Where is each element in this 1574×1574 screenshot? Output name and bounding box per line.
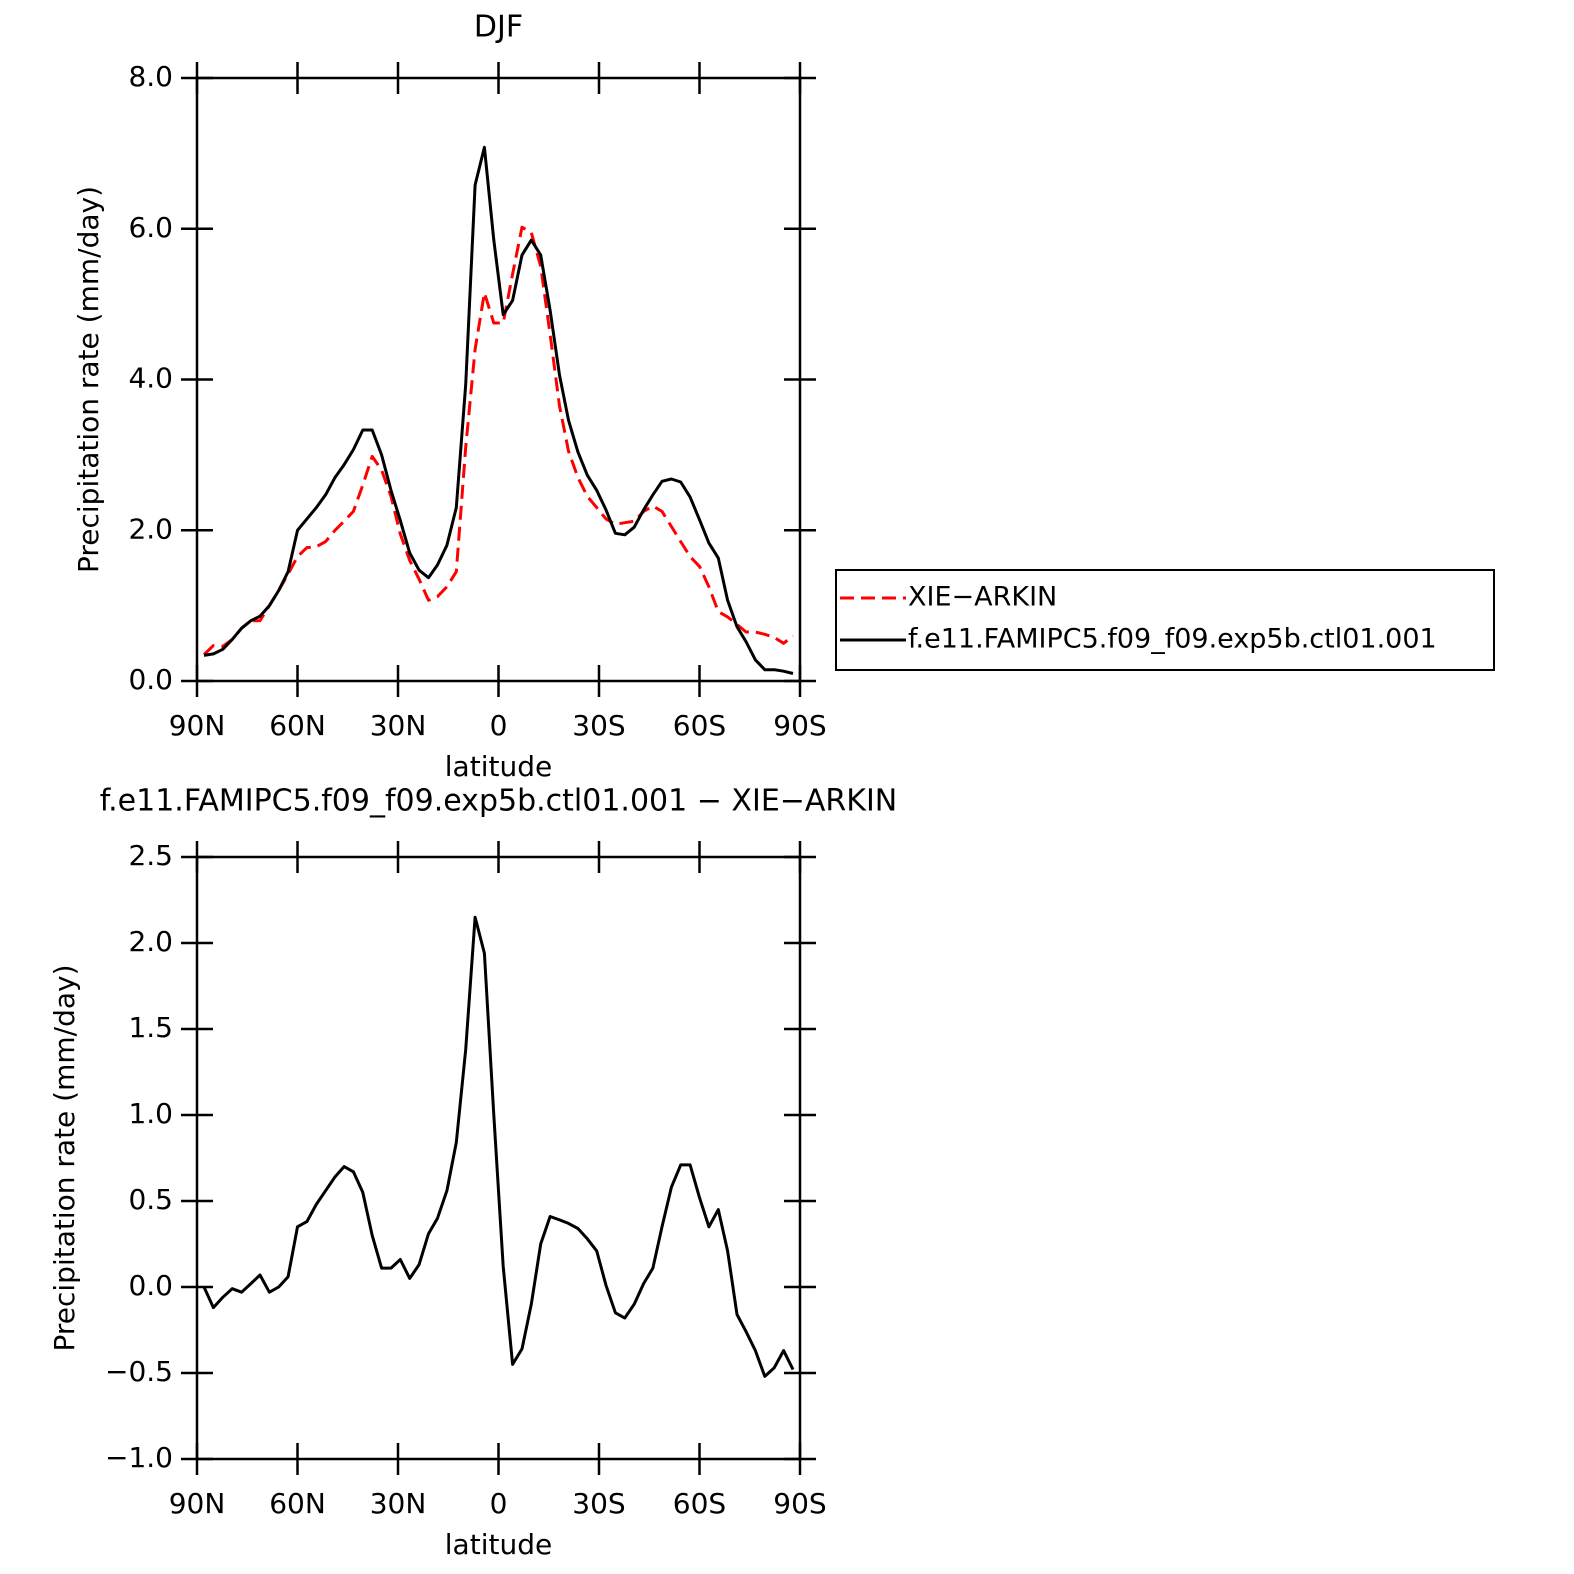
plot-frame — [195, 855, 802, 1461]
y-tick-label: 1.5 — [128, 1011, 173, 1044]
data-line — [202, 915, 795, 1378]
data-line — [203, 145, 794, 675]
x-axis-label: latitude — [445, 1528, 552, 1561]
data-line — [202, 225, 794, 656]
x-tick-label: 0 — [490, 1487, 508, 1520]
y-tick-label: 1.0 — [128, 1097, 173, 1130]
y-tick-label: 2.0 — [128, 512, 173, 545]
y-tick-label: 8.0 — [128, 60, 173, 93]
y-tick-label: 6.0 — [128, 211, 173, 244]
y-tick-label: 2.5 — [128, 839, 173, 872]
x-tick-label: 30N — [370, 1487, 427, 1520]
x-tick-label: 60N — [269, 1487, 326, 1520]
y-tick-label: −0.5 — [105, 1355, 173, 1388]
x-axis-label: latitude — [445, 750, 552, 783]
x-tick-label: 60N — [269, 709, 326, 742]
chart-title: f.e11.FAMIPC5.f09_f09.exp5b.ctl01.001 − … — [100, 784, 898, 819]
y-axis-label: Precipitation rate (mm/day) — [48, 964, 81, 1351]
legend-box — [835, 569, 1495, 671]
y-tick-label: 0.0 — [128, 1269, 173, 1302]
chart-title: DJF — [474, 10, 523, 45]
x-tick-label: 30S — [572, 1487, 625, 1520]
y-tick-label: 0.5 — [128, 1183, 173, 1216]
x-tick-label: 90N — [169, 1487, 226, 1520]
x-tick-label: 90S — [773, 1487, 826, 1520]
x-tick-label: 90N — [169, 709, 226, 742]
y-tick-label: −1.0 — [105, 1441, 173, 1474]
legend-label: f.e11.FAMIPC5.f09_f09.exp5b.ctl01.001 — [908, 624, 1437, 655]
x-tick-label: 60S — [673, 709, 726, 742]
x-tick-label: 30N — [370, 709, 427, 742]
y-axis-label: Precipitation rate (mm/day) — [72, 186, 105, 573]
x-tick-label: 90S — [773, 709, 826, 742]
y-tick-label: 0.0 — [128, 663, 173, 696]
legend-label: XIE−ARKIN — [908, 582, 1057, 613]
x-tick-label: 30S — [572, 709, 625, 742]
y-tick-label: 2.0 — [128, 925, 173, 958]
plot-frame — [195, 76, 802, 683]
y-tick-label: 4.0 — [128, 362, 173, 395]
x-tick-label: 60S — [673, 1487, 726, 1520]
x-tick-label: 0 — [490, 709, 508, 742]
